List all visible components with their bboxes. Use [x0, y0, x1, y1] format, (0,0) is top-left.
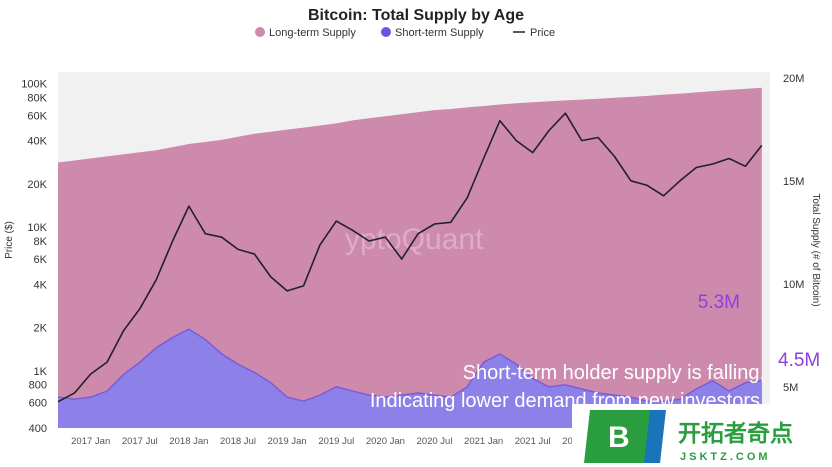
price-axis-label: Price ($) [4, 221, 15, 259]
logo-badge-accent [644, 410, 666, 463]
price-line [57, 112, 763, 403]
annotation-falling: Short-term holder supply is falling, [463, 362, 765, 384]
time-tick-label: 2018 Jul [220, 436, 256, 447]
price-tick-label: 6K [34, 254, 48, 266]
legend-label: Price [530, 27, 555, 39]
logo-name-en: JSKTZ.COM [680, 451, 771, 463]
time-tick-label: 2020 Jan [366, 436, 405, 447]
price-tick-label: 100K [21, 78, 47, 90]
short-term-supply-area [58, 329, 762, 428]
time-tick-label: 2017 Jul [122, 436, 158, 447]
legend-item: Long-term Supply [255, 27, 356, 39]
price-axis-ticks: 400 600 800 1K 2K 4K 6K 8K 10K 20K 40K 60K 80K 100K [21, 78, 47, 435]
supply-tick-label: 5M [783, 382, 798, 394]
supply-tick-label: 15M [783, 176, 804, 188]
time-tick-label: 2019 Jan [268, 436, 307, 447]
legend-swatch [255, 27, 265, 37]
time-tick-label: 2021 Jan [464, 436, 503, 447]
logo-name-cn: 开拓者奇点 [678, 420, 793, 447]
price-tick-label: 8K [34, 236, 48, 248]
price-tick-label: 1K [34, 366, 48, 378]
time-tick-label: 2020 Jul [417, 436, 453, 447]
supply-tick-label: 20M [783, 73, 804, 85]
time-tick-label: 2017 Jan [71, 436, 110, 447]
time-tick-label: 2019 Jul [318, 436, 354, 447]
legend-swatch [381, 27, 391, 37]
short-term-supply-edge [57, 328, 762, 402]
price-tick-label: 10K [27, 222, 47, 234]
price-tick-label: 40K [27, 136, 47, 148]
long-term-supply-area [58, 87, 762, 429]
chart-title: Bitcoin: Total Supply by Age [308, 7, 524, 24]
price-tick-label: 80K [27, 92, 47, 104]
legend-item: Price [513, 27, 555, 39]
price-tick-label: 400 [29, 423, 47, 435]
price-tick-label: 4K [34, 279, 48, 291]
annotation-5-3m: 5.3M [698, 292, 740, 313]
supply-tick-label: 10M [783, 279, 804, 291]
price-tick-label: 800 [29, 380, 47, 392]
time-tick-label: 2018 Jan [169, 436, 208, 447]
legend-label: Short-term Supply [395, 27, 484, 39]
chart-legend: Long-term Supply Short-term Supply Price [255, 27, 555, 39]
logo-letter: B [608, 421, 630, 454]
legend-item: Short-term Supply [381, 27, 484, 39]
supply-axis-ticks: 5M 10M 15M 20M [783, 73, 804, 394]
price-tick-label: 60K [27, 110, 47, 122]
price-tick-label: 20K [27, 179, 47, 191]
site-logo: B 开拓者奇点 JSKTZ.COM [572, 404, 832, 467]
time-tick-label: 2021 Jul [515, 436, 551, 447]
price-tick-label: 600 [29, 398, 47, 410]
price-tick-label: 2K [34, 323, 48, 335]
supply-axis-label: Total Supply (# of Bitcoin) [810, 193, 821, 306]
annotation-4-5m: 4.5M [778, 350, 820, 371]
legend-label: Long-term Supply [269, 27, 356, 39]
logo-badge [584, 410, 654, 463]
